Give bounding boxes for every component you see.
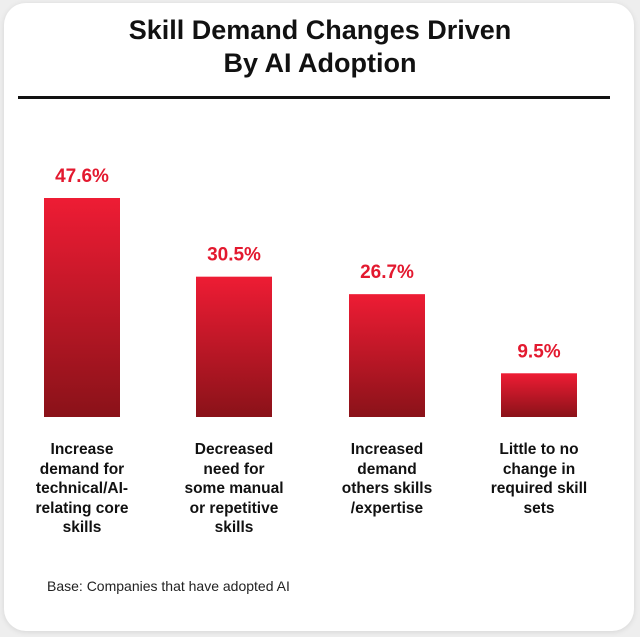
category-label-3-line-2: demand bbox=[357, 460, 417, 478]
category-label-1-line-3: technical/AI- bbox=[35, 480, 129, 497]
category-label-3-line-4: /expertise bbox=[350, 499, 424, 517]
chart-title-line-2: By AI Adoption bbox=[223, 48, 417, 78]
category-label-2-line-1: Decreased bbox=[194, 441, 274, 458]
value-label-3: 26.7% bbox=[360, 262, 414, 283]
base-footnote: Base: Companies that have adopted AI bbox=[47, 578, 290, 594]
category-label-2-line-2: need for bbox=[203, 460, 265, 478]
value-label-4: 9.5% bbox=[517, 341, 560, 362]
category-label-4-line-2: change in bbox=[502, 460, 576, 478]
category-label-4-line-4: sets bbox=[523, 499, 555, 517]
bar-1 bbox=[44, 198, 120, 417]
chart-title: Skill Demand Changes Driven By AI Adopti… bbox=[0, 14, 640, 80]
bar-2 bbox=[196, 276, 272, 417]
title-divider bbox=[18, 96, 610, 99]
category-label-4-line-3: required skill bbox=[490, 480, 588, 497]
category-label-4: Little to no change in required skill sets bbox=[474, 440, 604, 518]
category-label-2-line-3: some manual bbox=[184, 480, 284, 497]
category-label-1: Increase demand for technical/AI-relating … bbox=[17, 440, 147, 538]
category-label-3-line-1: Increased bbox=[350, 441, 424, 458]
category-label-2-line-4: or repetitive bbox=[189, 499, 279, 517]
value-label-1: 47.6% bbox=[55, 166, 109, 187]
category-label-1-line-4: relating core bbox=[35, 499, 129, 517]
bar-3 bbox=[349, 294, 425, 417]
category-label-2: Decreased need for some manual or repetitiv… bbox=[169, 440, 299, 538]
chart-title-line-1: Skill Demand Changes Driven bbox=[128, 15, 512, 45]
category-label-3-line-3: others skills bbox=[341, 480, 433, 497]
category-label-3: Increased demand others skills/expertise bbox=[322, 440, 452, 518]
category-label-1-line-1: Increase bbox=[50, 441, 114, 458]
category-label-4-line-1: Little to no bbox=[499, 441, 579, 458]
category-label-2-line-5: skills bbox=[214, 519, 254, 536]
category-label-1-line-2: demand for bbox=[39, 460, 125, 478]
category-label-1-line-5: skills bbox=[62, 519, 102, 536]
bar-4 bbox=[501, 373, 577, 417]
value-label-2: 30.5% bbox=[207, 245, 261, 266]
